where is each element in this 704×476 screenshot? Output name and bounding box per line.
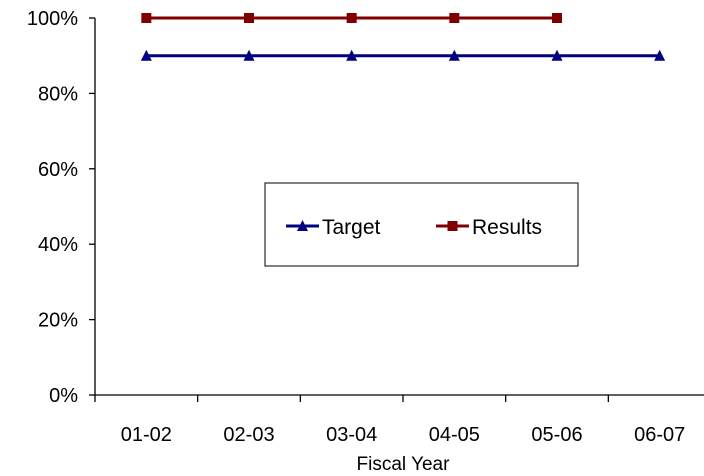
legend-results-label: Results	[472, 216, 542, 239]
y-tick-label: 80%	[38, 83, 78, 105]
target-point	[551, 49, 563, 61]
x-axis-title: Fiscal Year	[357, 454, 451, 475]
results-point	[244, 13, 254, 23]
legend-target-marker	[297, 220, 308, 231]
results-point	[552, 13, 562, 23]
x-tick-label: 01-02	[121, 424, 172, 446]
x-tick-label: 04-05	[429, 424, 480, 446]
chart-legend: Target Results	[264, 182, 579, 267]
y-tick-label: 0%	[49, 385, 78, 407]
y-tick-label: 40%	[38, 234, 78, 256]
target-point	[654, 49, 666, 61]
target-point	[140, 49, 152, 61]
target-point	[448, 49, 460, 61]
series-layer	[140, 13, 666, 61]
x-tick-label: 03-04	[326, 424, 377, 446]
legend-results-marker	[447, 221, 458, 231]
y-tick-label: 100%	[27, 8, 78, 30]
x-tick-label: 02-03	[223, 424, 274, 446]
results-point	[346, 13, 357, 23]
target-point	[243, 49, 255, 61]
y-axis-ticks: 0% 20% 40% 60% 80% 100%	[27, 8, 95, 407]
legend-target-label: Target	[322, 216, 381, 239]
y-tick-label: 20%	[38, 310, 78, 332]
x-tick-label: 06-07	[634, 424, 685, 446]
results-point	[449, 13, 460, 23]
target-point	[346, 49, 358, 61]
y-tick-label: 60%	[38, 159, 78, 181]
x-tick-label: 05-06	[531, 424, 582, 446]
results-point	[141, 13, 152, 23]
x-axis-ticks: 01-02 02-03 03-04 04-05 05-06 06-07	[94, 395, 685, 446]
